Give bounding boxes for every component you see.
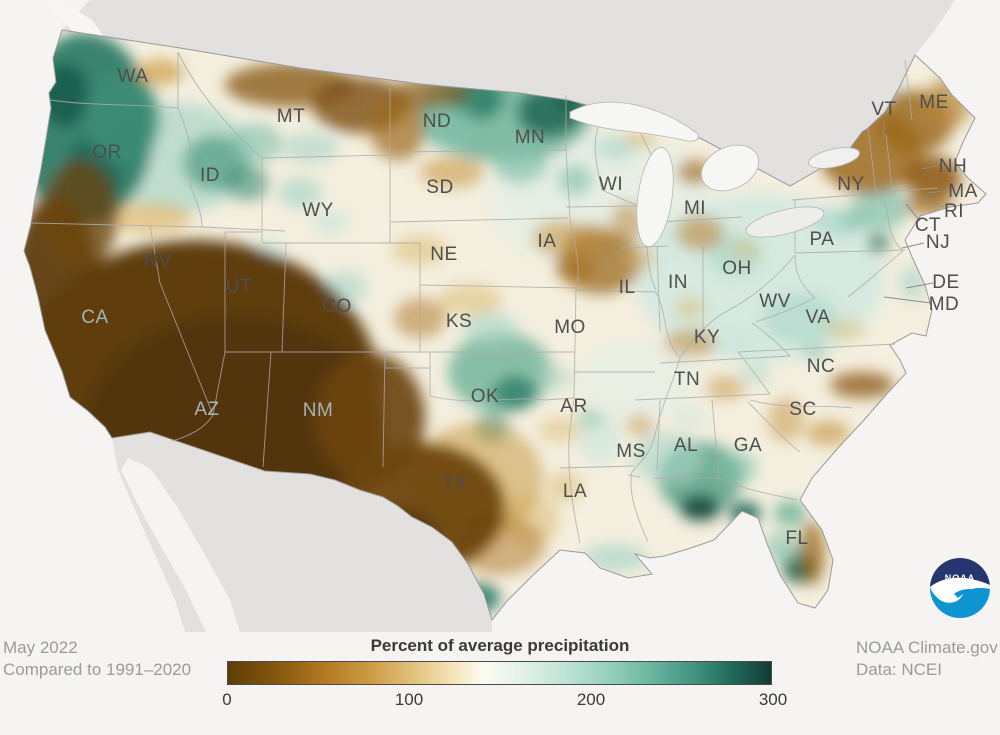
lake-ontario [808, 147, 860, 169]
colorbar-ticks: 0 100 200 300 [0, 690, 1000, 712]
leader-nh [920, 165, 938, 170]
leader-ri [917, 196, 945, 208]
colorbar-tick-100: 100 [394, 690, 424, 709]
leader-de [905, 282, 934, 289]
colorbar [227, 661, 772, 685]
noaa-logo-text: NOAA [945, 573, 976, 583]
baseline-label: Compared to 1991–2020 [3, 660, 192, 679]
leader-lines [883, 120, 949, 304]
lake-superior [569, 101, 699, 142]
credit-data: Data: NCEI [856, 660, 942, 679]
leader-nj [901, 242, 925, 249]
period-label: May 2022 [3, 638, 78, 657]
noaa-logo-gull [954, 589, 978, 598]
state-borders [31, 51, 939, 544]
colorbar-title: Percent of average precipitation [370, 636, 630, 655]
leader-md [883, 296, 932, 304]
noaa-logo: NOAA [930, 558, 990, 618]
us-outline [23, 29, 987, 622]
us-map [23, 0, 987, 632]
leader-ma [925, 190, 949, 194]
lake-michigan [636, 147, 674, 247]
colorbar-tick-300: 300 [758, 690, 788, 709]
lake-huron [700, 144, 760, 192]
footer-period-block: May 2022 Compared to 1991–2020 [3, 637, 191, 681]
gulf-of-california [121, 458, 240, 632]
great-lakes [569, 101, 860, 247]
colorbar-tick-0: 0 [222, 690, 232, 709]
canada-landmass [62, 0, 955, 186]
noaa-logo-swoosh [930, 577, 990, 603]
lake-erie [745, 206, 825, 238]
leader-ct [905, 203, 921, 222]
footer-credit-block: NOAA Climate.gov Data: NCEI [856, 637, 998, 681]
credit-source: NOAA Climate.gov [856, 638, 998, 657]
colorbar-tick-200: 200 [576, 690, 606, 709]
